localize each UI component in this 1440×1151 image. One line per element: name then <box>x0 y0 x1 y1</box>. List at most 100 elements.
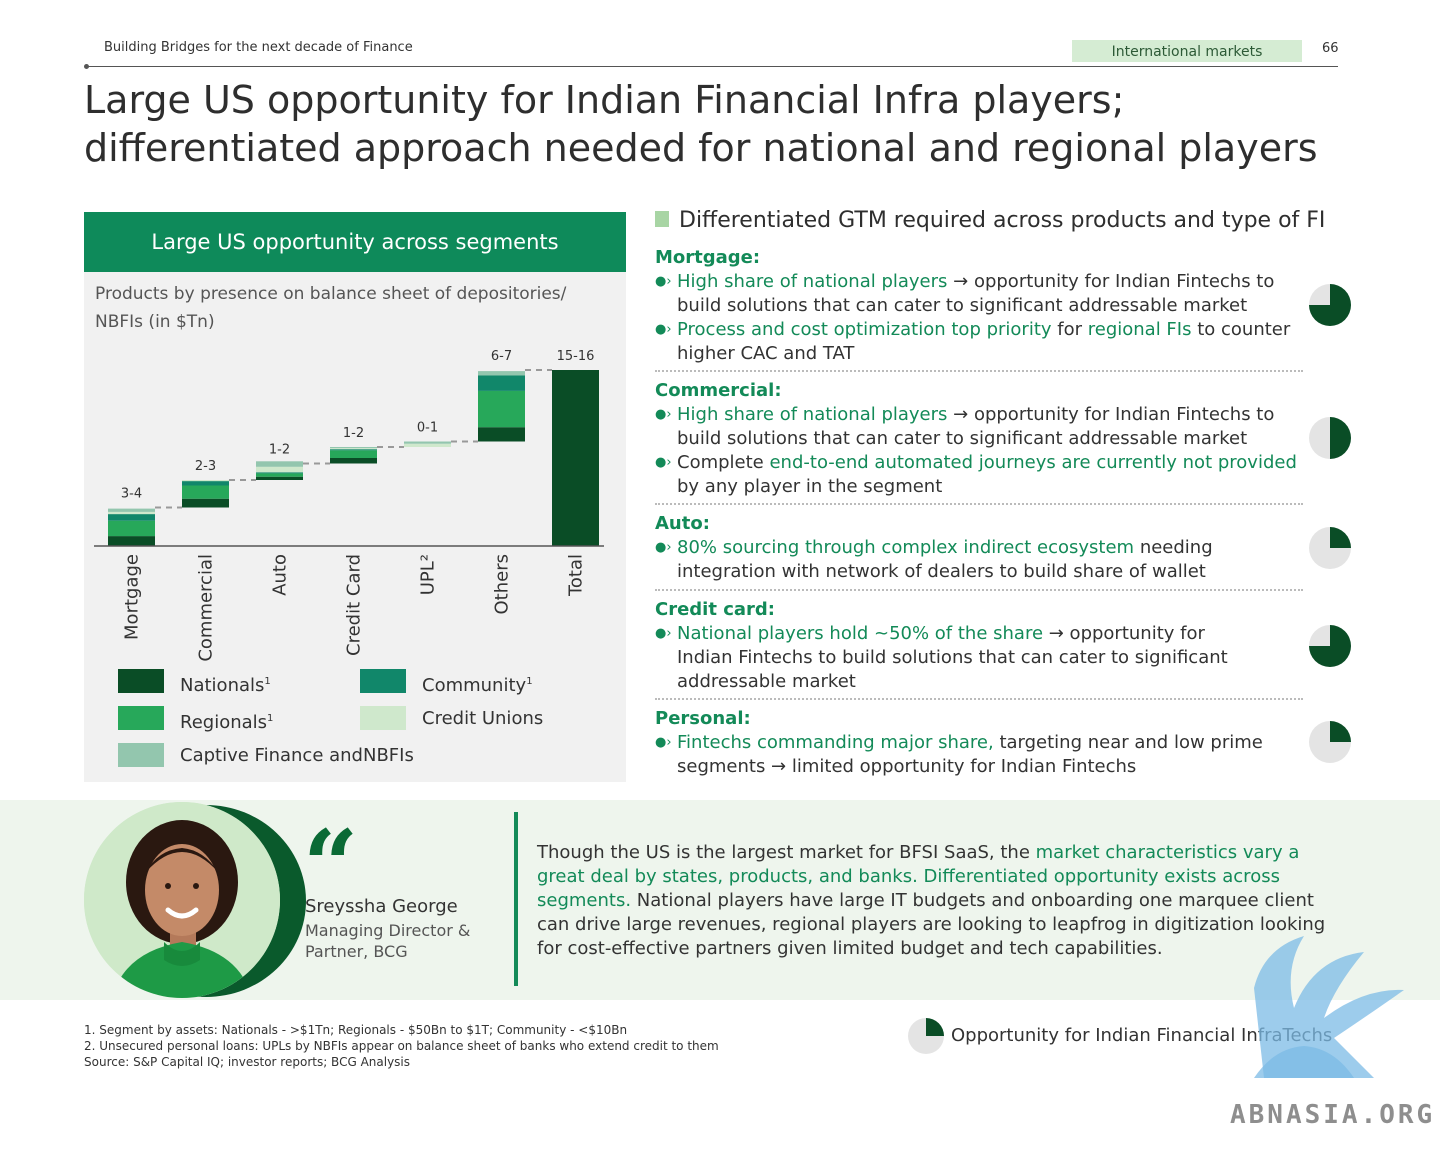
footnote-source: Source: S&P Capital IQ; investor reports… <box>84 1055 411 1069</box>
bullet-arrow-icon: ●› <box>655 274 672 289</box>
bar-segment-regionals <box>182 485 229 499</box>
bar-segment-regionals <box>256 473 303 477</box>
avatar <box>84 802 280 998</box>
data-label: 1-2 <box>269 443 290 458</box>
bar-segment-credit-unions <box>182 480 229 482</box>
bar-segment-community <box>182 481 229 486</box>
category-label: Credit Card <box>344 554 365 656</box>
pie-filled-slice <box>1309 625 1351 667</box>
opportunity-pie-personal <box>1309 721 1351 763</box>
legend-label-credit-unions: Credit Unions <box>422 708 544 729</box>
segment-mortgage: Mortgage: ●› High share of national playe… <box>655 246 1305 366</box>
category-label: Others <box>492 554 513 615</box>
legend-swatch-regionals <box>118 706 164 730</box>
section-tag: International markets <box>1072 40 1302 62</box>
legend-swatch-nationals <box>118 669 164 693</box>
pie-filled-slice <box>926 1018 944 1036</box>
bar-segment-credit-unions <box>330 448 377 450</box>
quote-mark-icon: “ <box>303 809 359 922</box>
bullet-arrow-icon: ●› <box>655 540 672 555</box>
bar-segment-captive-finance-andnbfis <box>330 447 377 449</box>
category-label: UPL² <box>418 554 439 595</box>
segment-divider <box>655 370 1303 372</box>
bullet: ●› Process and cost optimization top prio… <box>655 319 1291 364</box>
gtm-heading: Differentiated GTM required across produ… <box>655 208 1325 233</box>
header-rule <box>86 66 1338 67</box>
page-title: Large US opportunity for Indian Financia… <box>84 78 1318 170</box>
bar-segment-nationals <box>478 427 525 442</box>
chart-panel-heading: Large US opportunity across segments <box>84 212 626 272</box>
quote-author-role: Managing Director & Partner, BCG <box>305 921 471 961</box>
segment-title: Credit card: <box>655 599 775 620</box>
category-label: Total <box>566 554 587 597</box>
segment-commercial: Commercial: ●› High share of national pla… <box>655 379 1305 499</box>
bullet-arrow-icon: ●› <box>655 735 672 750</box>
bar-segment-credit-unions <box>256 466 303 473</box>
bullet-arrow-icon: ●› <box>655 407 672 422</box>
legend-swatch-community <box>360 669 406 693</box>
bar-segment-credit-unions <box>108 511 155 515</box>
bullet-arrow-icon: ●› <box>655 322 672 337</box>
data-label: 2-3 <box>195 459 216 474</box>
data-label: 1-2 <box>343 426 364 441</box>
bar-segment-captive-finance-andnbfis <box>478 371 525 376</box>
bar-segment-nationals <box>108 536 155 546</box>
segment-title: Commercial: <box>655 380 782 401</box>
bar-segment-regionals <box>330 450 377 458</box>
segment-title: Personal: <box>655 708 751 729</box>
category-label: Mortgage <box>122 554 143 640</box>
segment-auto: Auto: ●› 80% sourcing through complex ind… <box>655 512 1305 584</box>
bullet: ●› Complete end-to-end automated journeys… <box>655 452 1297 497</box>
bar-segment-nationals <box>256 476 303 480</box>
footnotes: 1. Segment by assets: Nationals - >$1Tn;… <box>84 1022 719 1070</box>
heading-marker <box>655 211 669 227</box>
data-label: 6-7 <box>491 349 512 364</box>
bar-segment-nationals <box>182 498 229 508</box>
legend-label-nationals: Nationals <box>180 675 265 696</box>
quote-text: Though the US is the largest market for … <box>537 842 1326 959</box>
segment-title: Mortgage: <box>655 247 761 268</box>
footnote: 2. Unsecured personal loans: UPLs by NBF… <box>84 1039 719 1053</box>
pie-filled-slice <box>1330 417 1351 459</box>
bar-segment-community <box>330 449 377 451</box>
bar-segment-credit-unions <box>404 443 451 447</box>
watermark-text: ABNASIA.ORG <box>1230 1100 1436 1130</box>
bar-segment-nationals <box>552 370 599 546</box>
bar-segment-captive-finance-andnbfis <box>108 508 155 512</box>
bullet: ●› National players hold ~50% of the shar… <box>655 623 1228 692</box>
data-label: 3-4 <box>121 487 142 502</box>
avatar-illustration <box>84 802 280 998</box>
pie-filled-slice <box>1330 721 1351 742</box>
data-label: 15-16 <box>557 349 595 364</box>
segment-divider <box>655 589 1303 591</box>
legend-pie-icon <box>908 1018 944 1054</box>
waterfall-chart: 3-4 Mortgage 2-3 Commercial 1-2 Auto 1-2 Credit… <box>94 349 604 662</box>
bar-segment-regionals <box>478 390 525 428</box>
header-report-title: Building Bridges for the next decade of … <box>104 40 413 55</box>
legend-swatch-captive <box>118 743 164 767</box>
legend-swatch-credit-unions <box>360 706 406 730</box>
chart-panel: Large US opportunity across segments Pro… <box>84 212 626 782</box>
legend-label-community: Community <box>422 675 527 696</box>
opportunity-pie-commercial <box>1309 417 1351 459</box>
bar-segment-regionals <box>108 520 155 537</box>
pie-legend-label: Opportunity for Indian Financial InfraTe… <box>951 1025 1333 1046</box>
opportunity-pie-credit-card <box>1309 625 1351 667</box>
chart-subtitle: Products by presence on balance sheet of… <box>95 284 567 332</box>
bullet: ●› 80% sourcing through complex indirect … <box>655 537 1213 582</box>
bar-segment-community <box>108 514 155 521</box>
bar-segment-community <box>478 375 525 391</box>
opportunity-pie-mortgage <box>1309 284 1351 326</box>
bar-segment-nationals <box>330 458 377 464</box>
quote-author-name: Sreyssha George <box>305 896 458 917</box>
category-label: Auto <box>270 554 291 596</box>
bar-segment-community <box>256 472 303 474</box>
segment-divider <box>655 503 1303 505</box>
bullet: ●› Fintechs commanding major share, targe… <box>655 732 1263 777</box>
segment-divider <box>655 698 1303 700</box>
pie-filled-slice <box>1330 527 1351 548</box>
bullet-arrow-icon: ●› <box>655 626 672 641</box>
footnote: 1. Segment by assets: Nationals - >$1Tn;… <box>84 1023 628 1037</box>
bullet: ●› High share of national players → oppor… <box>655 271 1275 316</box>
watermark-griffin-icon <box>1254 936 1404 1078</box>
